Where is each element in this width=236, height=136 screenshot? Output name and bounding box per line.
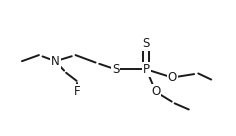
Text: S: S bbox=[112, 63, 119, 76]
Text: O: O bbox=[168, 71, 177, 84]
Text: O: O bbox=[151, 85, 160, 98]
Text: S: S bbox=[143, 37, 150, 50]
Text: N: N bbox=[51, 55, 60, 68]
Text: P: P bbox=[143, 63, 150, 76]
Text: F: F bbox=[73, 85, 80, 98]
